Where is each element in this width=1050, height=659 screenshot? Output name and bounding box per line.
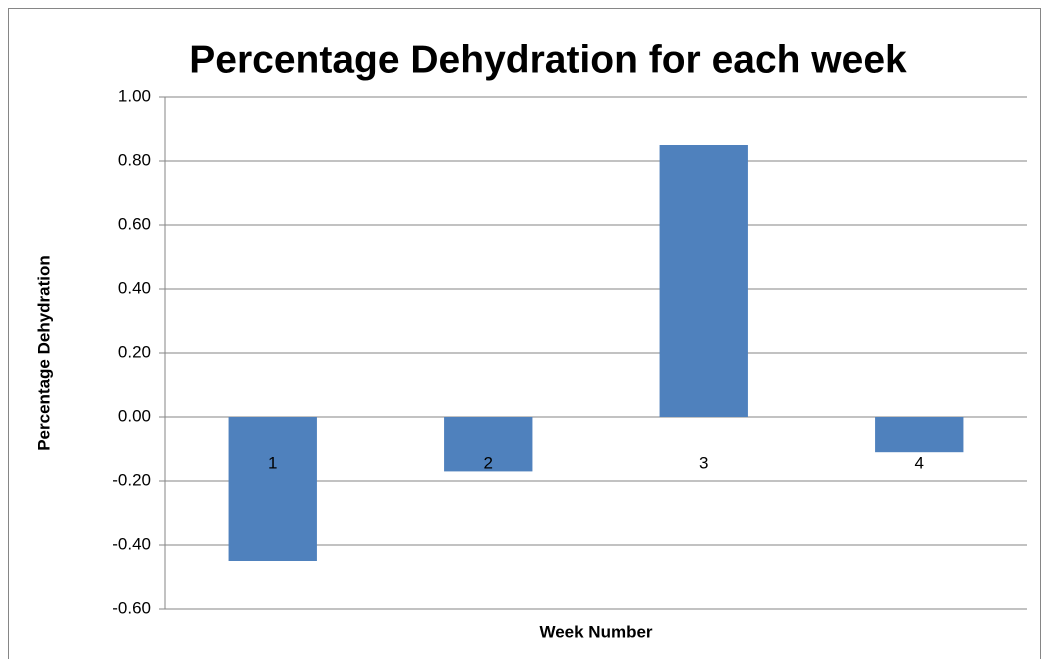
y-tick-label: 0.80: [118, 150, 151, 169]
x-axis-label: Week Number: [539, 622, 652, 641]
bar: [659, 145, 748, 417]
y-axis-label: Percentage Dehydration: [34, 255, 53, 451]
y-tick-label: 1.00: [118, 86, 151, 105]
y-tick-label: 0.60: [118, 214, 151, 233]
x-tick-label: 2: [484, 453, 493, 472]
bar: [228, 417, 317, 561]
y-tick-label: 0.40: [118, 278, 151, 297]
bar: [444, 417, 533, 472]
bar: [875, 417, 964, 453]
y-tick-label: -0.60: [112, 598, 151, 617]
y-tick-label: 0.00: [118, 406, 151, 425]
y-tick-label: -0.20: [112, 470, 151, 489]
x-tick-label: 3: [699, 453, 708, 472]
y-tick-label: 0.20: [118, 342, 151, 361]
chart-border: [8, 8, 1041, 659]
x-tick-label: 1: [268, 453, 277, 472]
x-tick-label: 4: [915, 453, 924, 472]
chart-title: Percentage Dehydration for each week: [189, 38, 907, 81]
y-tick-label: -0.40: [112, 534, 151, 553]
